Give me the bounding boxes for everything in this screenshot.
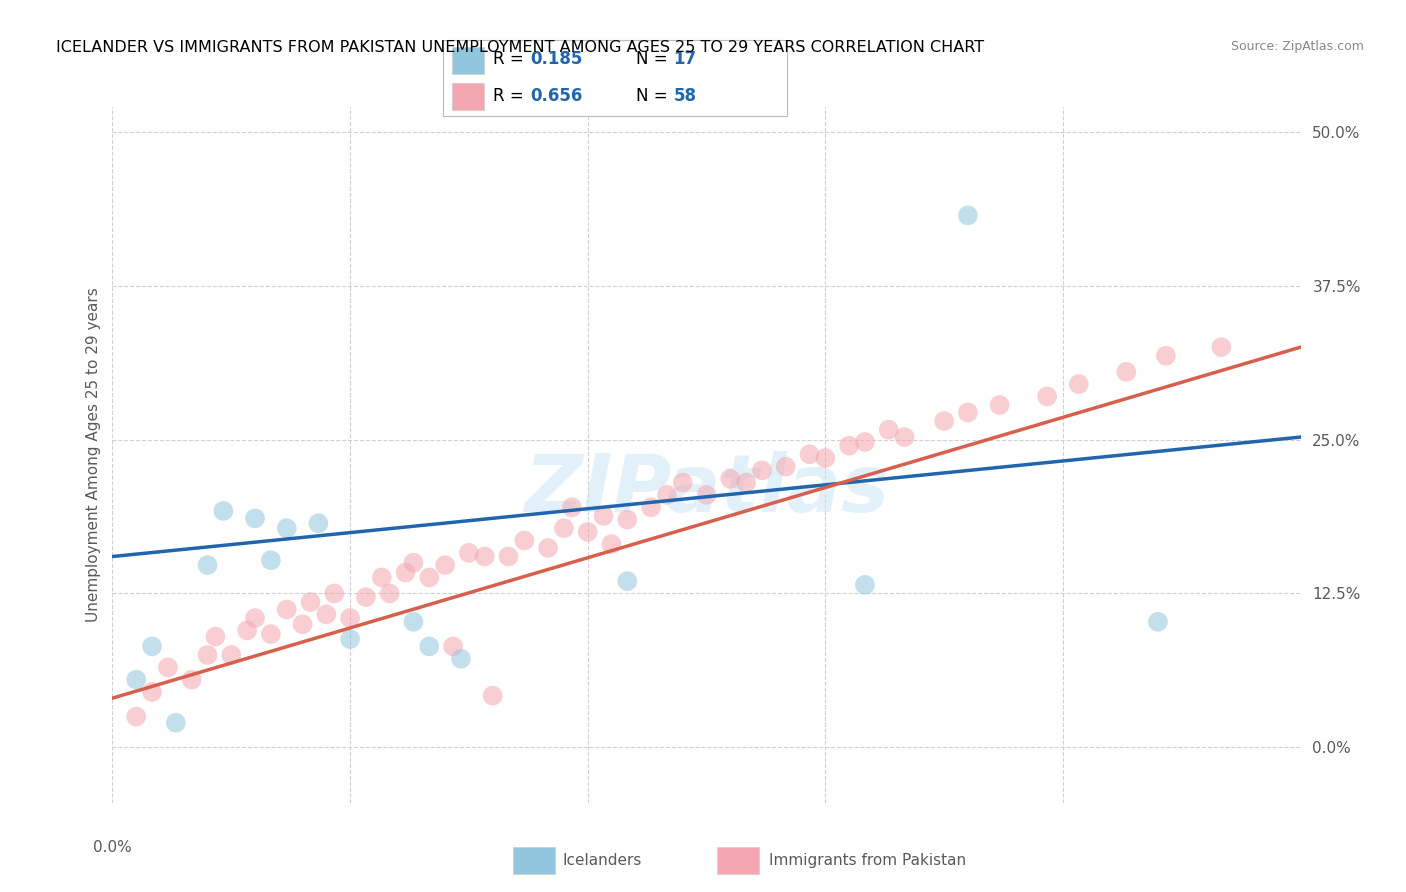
- Point: [418, 570, 440, 584]
- Text: Icelanders: Icelanders: [562, 854, 641, 868]
- Point: [672, 475, 695, 490]
- Point: [1154, 349, 1177, 363]
- Y-axis label: Unemployment Among Ages 25 to 29 years: Unemployment Among Ages 25 to 29 years: [86, 287, 101, 623]
- Point: [236, 624, 259, 638]
- Point: [450, 651, 472, 665]
- Point: [640, 500, 662, 515]
- Point: [853, 435, 876, 450]
- Text: 0.185: 0.185: [530, 51, 583, 69]
- Point: [394, 566, 416, 580]
- FancyBboxPatch shape: [451, 47, 484, 73]
- Point: [1067, 377, 1090, 392]
- Point: [893, 430, 915, 444]
- Point: [576, 524, 599, 539]
- Point: [458, 546, 481, 560]
- Point: [561, 500, 583, 515]
- Point: [141, 640, 163, 654]
- Point: [197, 558, 219, 573]
- Point: [219, 648, 242, 662]
- Point: [441, 640, 464, 654]
- Point: [481, 689, 503, 703]
- Point: [125, 673, 148, 687]
- Text: ZIPatlas: ZIPatlas: [524, 450, 889, 529]
- Point: [339, 611, 361, 625]
- Text: R =: R =: [494, 87, 529, 105]
- Point: [655, 488, 678, 502]
- Point: [260, 553, 283, 567]
- Point: [1036, 389, 1059, 403]
- Point: [276, 521, 298, 535]
- Point: [513, 533, 536, 548]
- Point: [204, 630, 226, 644]
- Point: [853, 578, 876, 592]
- Point: [616, 512, 638, 526]
- Text: Immigrants from Pakistan: Immigrants from Pakistan: [769, 854, 966, 868]
- Point: [418, 640, 440, 654]
- Point: [291, 617, 314, 632]
- Text: 58: 58: [673, 87, 697, 105]
- Point: [315, 607, 337, 622]
- Text: R =: R =: [494, 51, 529, 69]
- Point: [988, 398, 1011, 412]
- Text: N =: N =: [636, 87, 672, 105]
- Point: [402, 556, 425, 570]
- Point: [838, 439, 860, 453]
- Text: 0.656: 0.656: [530, 87, 583, 105]
- Point: [156, 660, 179, 674]
- Point: [307, 516, 329, 531]
- Point: [180, 673, 202, 687]
- Point: [877, 423, 900, 437]
- Text: 17: 17: [673, 51, 697, 69]
- Point: [165, 715, 187, 730]
- Point: [718, 472, 741, 486]
- Point: [775, 459, 797, 474]
- Point: [339, 632, 361, 646]
- Point: [1211, 340, 1233, 354]
- Point: [474, 549, 496, 564]
- Text: Source: ZipAtlas.com: Source: ZipAtlas.com: [1230, 40, 1364, 54]
- FancyBboxPatch shape: [451, 83, 484, 110]
- Point: [799, 447, 821, 461]
- Point: [592, 508, 614, 523]
- Point: [125, 709, 148, 723]
- Point: [1147, 615, 1170, 629]
- Point: [553, 521, 575, 535]
- Text: ICELANDER VS IMMIGRANTS FROM PAKISTAN UNEMPLOYMENT AMONG AGES 25 TO 29 YEARS COR: ICELANDER VS IMMIGRANTS FROM PAKISTAN UN…: [56, 40, 984, 55]
- Point: [434, 558, 457, 573]
- Point: [498, 549, 520, 564]
- Point: [243, 611, 266, 625]
- Point: [934, 414, 956, 428]
- Point: [956, 405, 979, 419]
- Point: [243, 511, 266, 525]
- Point: [402, 615, 425, 629]
- Point: [141, 685, 163, 699]
- Point: [537, 541, 560, 555]
- Text: N =: N =: [636, 51, 672, 69]
- Point: [814, 450, 837, 465]
- Point: [212, 504, 235, 518]
- Point: [616, 574, 638, 589]
- Point: [956, 208, 979, 222]
- Point: [354, 590, 377, 604]
- Point: [600, 537, 623, 551]
- Point: [260, 627, 283, 641]
- Point: [371, 570, 394, 584]
- Point: [696, 488, 718, 502]
- Point: [197, 648, 219, 662]
- Point: [735, 475, 758, 490]
- Point: [299, 595, 322, 609]
- Point: [323, 586, 346, 600]
- Point: [276, 602, 298, 616]
- Point: [1115, 365, 1137, 379]
- Point: [751, 463, 773, 477]
- Text: 0.0%: 0.0%: [93, 839, 132, 855]
- Point: [378, 586, 401, 600]
